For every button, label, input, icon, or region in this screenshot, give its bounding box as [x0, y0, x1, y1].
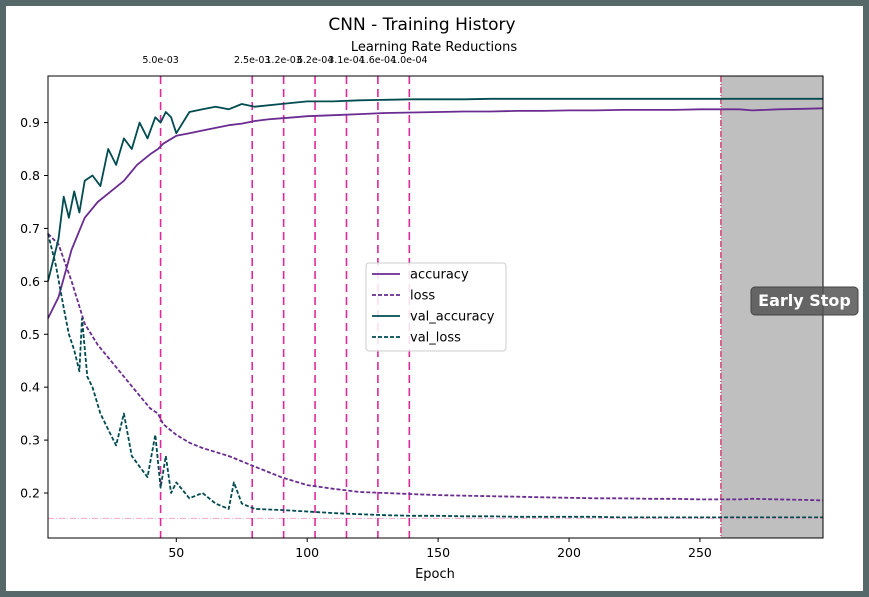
lr-reduction-label: 1.2e-03 — [265, 55, 301, 66]
series-line-accuracy — [47, 107, 824, 319]
lr-reduction-label: 1.0e-04 — [391, 55, 427, 66]
y-tick-label: 0.2 — [20, 486, 40, 501]
lr-reduction-label: 6.2e-04 — [297, 55, 333, 66]
y-tick-label: 0.4 — [20, 380, 40, 395]
training-history-chart: CNN - Training History Learning Rate Red… — [20, 15, 859, 582]
series-line-loss — [47, 233, 824, 502]
legend-box — [365, 262, 507, 352]
legend-label-val-loss: val_loss — [410, 331, 461, 346]
x-axis-label: Epoch — [415, 567, 455, 582]
y-tick-label: 0.3 — [20, 433, 40, 448]
x-tick-label: 200 — [557, 545, 581, 560]
series-line-val-loss — [47, 233, 823, 519]
x-tick-label: 50 — [168, 545, 184, 560]
legend-label-loss: loss — [410, 289, 435, 304]
legend-label-val-accuracy: val_accuracy — [410, 310, 495, 325]
x-tick-label: 250 — [688, 545, 712, 560]
lr-reduction-label: 2.5e-03 — [234, 55, 270, 66]
legend-label-accuracy: accuracy — [410, 268, 469, 283]
series-line-val-accuracy — [47, 97, 823, 282]
y-tick-label: 0.5 — [20, 327, 40, 342]
lr-reduction-label: 5.0e-03 — [142, 55, 178, 66]
lr-reduction-label: 1.6e-04 — [360, 55, 396, 66]
chart-title: CNN - Training History — [328, 15, 515, 35]
y-tick-label: 0.6 — [20, 274, 40, 289]
x-tick-label: 150 — [426, 545, 450, 560]
chart-subtitle: Learning Rate Reductions — [351, 40, 517, 55]
early-stop-label: Early Stop — [758, 291, 851, 310]
lr-reduction-label: 3.1e-04 — [328, 55, 364, 66]
y-tick-label: 0.7 — [20, 221, 40, 236]
y-tick-label: 0.8 — [20, 168, 40, 183]
early-stop-badge — [750, 286, 859, 316]
y-tick-label: 0.9 — [20, 115, 40, 130]
x-tick-label: 100 — [295, 545, 319, 560]
chart-figure: CNN - Training History Learning Rate Red… — [6, 6, 863, 591]
